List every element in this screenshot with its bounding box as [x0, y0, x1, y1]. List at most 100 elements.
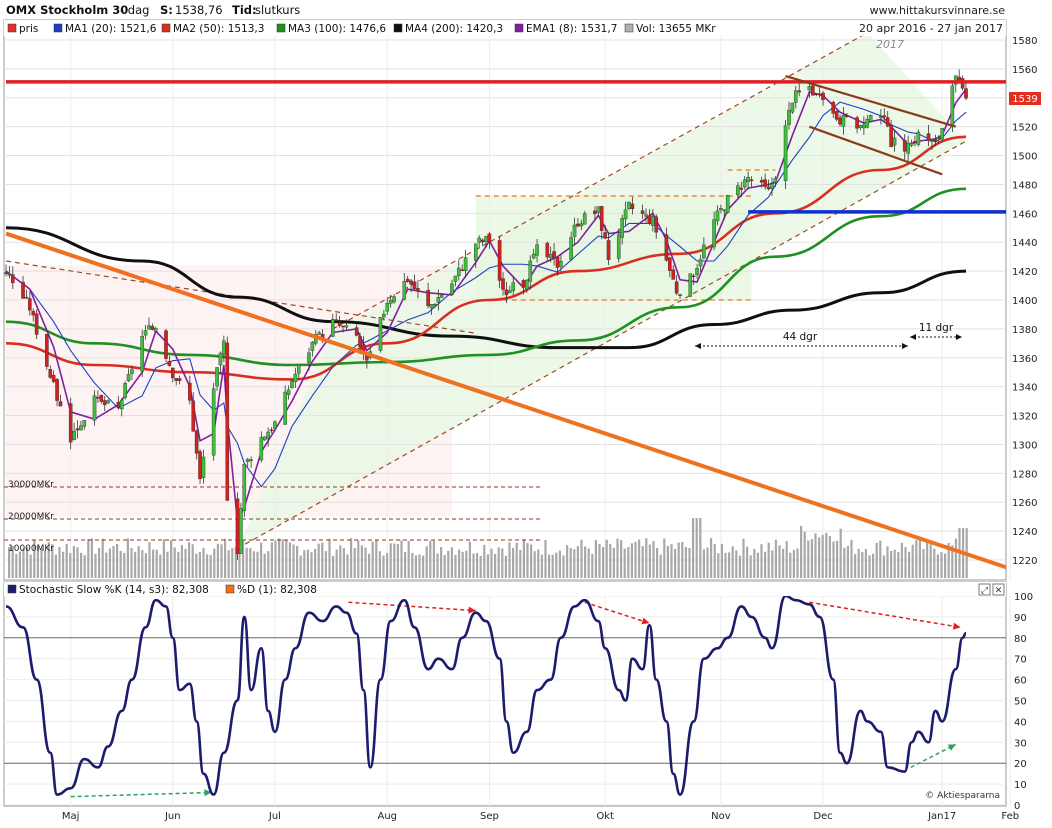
- candle-body: [262, 436, 267, 441]
- volume-bar: [825, 532, 828, 578]
- volume-bar: [202, 547, 205, 578]
- volume-bar: [782, 548, 785, 578]
- candle-body: [885, 117, 890, 127]
- candle-body: [48, 369, 53, 378]
- candle-body: [746, 176, 750, 183]
- candle-body: [68, 403, 73, 443]
- ma1-line: [5, 101, 967, 488]
- candle-body: [140, 335, 144, 372]
- candle-body: [783, 125, 788, 181]
- candle-body: [702, 244, 706, 259]
- moving-averages: [5, 88, 967, 525]
- volume-bar: [148, 542, 151, 578]
- volume-bar: [256, 551, 259, 578]
- candle-body: [331, 319, 335, 337]
- volume-bar: [47, 541, 50, 578]
- span-11-days: 11 dgr: [910, 322, 962, 340]
- volume-bar: [288, 542, 291, 578]
- volume-bars: [4, 486, 968, 578]
- candle-body: [627, 201, 631, 209]
- divergence-arrow: [348, 601, 476, 612]
- candle-body: [950, 85, 955, 126]
- moving-average-line: [5, 226, 967, 350]
- span-44-label: 44 dgr: [783, 331, 818, 343]
- volume-bar: [400, 540, 403, 578]
- legend-swatch: [624, 23, 634, 33]
- zoom-button[interactable]: [978, 583, 991, 596]
- candle-body: [11, 274, 15, 284]
- candle-body: [147, 325, 151, 330]
- date-axis: Maj Jun Jul Aug Sep Okt Nov Dec Jan17 Feb: [62, 811, 1019, 822]
- volume-bar: [11, 545, 14, 578]
- volume-bar: [929, 541, 932, 578]
- volume-bar: [681, 541, 684, 578]
- candle-body: [501, 278, 505, 290]
- volume-bar: [771, 550, 774, 578]
- candle-body: [215, 367, 219, 387]
- flag-lower-line: [809, 125, 943, 176]
- volume-bar: [105, 552, 108, 578]
- volume-bar: [706, 547, 709, 578]
- candle-body: [964, 88, 968, 99]
- stochastic-tick-label: 20: [1014, 759, 1027, 770]
- volume-bar: [810, 539, 813, 578]
- volume-bar: [224, 538, 227, 578]
- lower-channel-line: [237, 140, 967, 549]
- volume-bar: [792, 549, 795, 578]
- volume-bar: [634, 541, 637, 578]
- candle-body: [96, 397, 100, 399]
- stochastic-tick-label: 90: [1014, 613, 1027, 624]
- candle-body: [620, 218, 624, 238]
- price-tick-label: 1340: [1012, 383, 1037, 394]
- volume-bar: [411, 552, 414, 578]
- volume-bar: [350, 538, 353, 578]
- volume-bar: [940, 552, 943, 578]
- span-11-label: 11 dgr: [919, 322, 954, 334]
- volume-bar: [51, 544, 54, 578]
- volume-bar: [335, 549, 338, 578]
- volume-bar: [692, 518, 695, 578]
- candle-body: [630, 203, 635, 210]
- candle-body: [433, 303, 437, 306]
- volume-bar: [886, 546, 889, 578]
- legend-label: pris: [19, 23, 38, 35]
- candle-body: [269, 429, 274, 431]
- volume-bar: [936, 554, 939, 578]
- candle-body: [508, 290, 512, 294]
- volume-bar: [731, 546, 734, 578]
- close-panel-button[interactable]: [992, 583, 1005, 596]
- volume-bar: [699, 518, 702, 578]
- volume-bar: [713, 544, 716, 578]
- volume-bar: [796, 548, 799, 578]
- candle-body: [28, 298, 32, 311]
- candle-body: [259, 437, 264, 461]
- candle-body: [599, 206, 604, 231]
- candle-body: [552, 251, 556, 259]
- volume-bar: [364, 547, 367, 578]
- candle-body: [909, 143, 914, 146]
- volume-bar: [609, 543, 612, 578]
- volume-bar: [551, 554, 554, 578]
- candle-body: [555, 256, 560, 268]
- candle-body: [239, 508, 243, 554]
- volume-bar: [558, 550, 561, 578]
- volume-bar: [252, 551, 255, 578]
- volume-bar: [674, 548, 677, 578]
- candle-body: [569, 237, 573, 260]
- stochastic-tick-label: 50: [1014, 697, 1027, 708]
- volume-bar: [432, 540, 435, 578]
- volume-bar: [155, 549, 158, 578]
- candle-body: [640, 210, 645, 214]
- legend-swatch: [53, 23, 63, 33]
- candle-body: [99, 394, 104, 402]
- candle-body: [218, 352, 223, 366]
- ema1-line: [5, 88, 967, 525]
- candle-body: [310, 341, 315, 351]
- candle-body: [307, 352, 311, 363]
- candle-body: [266, 431, 270, 439]
- legend-swatch: [514, 23, 524, 33]
- volume-bar: [418, 554, 421, 578]
- volume-bar: [836, 540, 839, 578]
- volume-bar: [530, 544, 533, 578]
- panel-buttons: ⤢ ✕: [978, 583, 1005, 596]
